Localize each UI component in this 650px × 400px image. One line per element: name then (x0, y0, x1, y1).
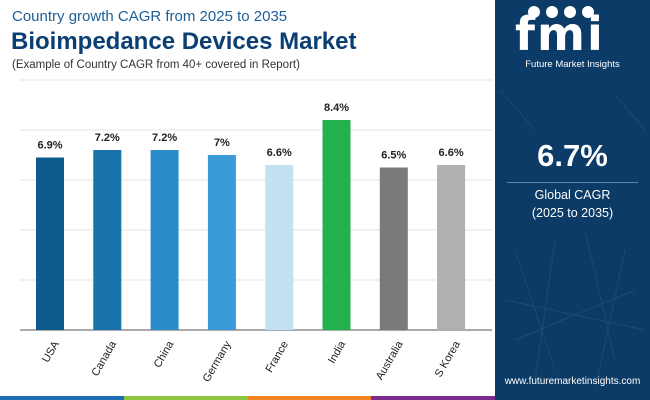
chart-subtitle: Country growth CAGR from 2025 to 2035 (12, 8, 288, 25)
chart-note: (Example of Country CAGR from 40+ covere… (12, 59, 300, 71)
x-tick-label: France (264, 339, 292, 375)
x-tick-label: S Korea (433, 338, 464, 379)
x-tick-label: India (326, 338, 349, 365)
footer-segment (0, 396, 124, 400)
bar-france (265, 165, 294, 330)
global-cagr-label: Global CAGR (534, 188, 611, 202)
footer-segment (371, 396, 495, 400)
x-tick-label: USA (40, 339, 62, 365)
decorative-lines (499, 89, 646, 391)
footer-color-bar (0, 396, 495, 400)
logo-icons (528, 6, 628, 20)
logo-dot-icon (546, 6, 558, 18)
bar-s-korea (437, 165, 466, 330)
data-label: 6.6% (267, 147, 292, 159)
logo-wordmark: fmi (515, 7, 605, 61)
website-link[interactable]: www.futuremarketinsights.com (504, 376, 641, 387)
global-cagr-period: (2025 to 2035) (531, 206, 614, 220)
logo-dot-icon (582, 6, 594, 18)
chart-title: Bioimpedance Devices Market (11, 28, 357, 55)
bar-canada (93, 150, 122, 330)
bar-china (150, 150, 179, 330)
logo-subtitle: Future Market Insights (525, 59, 620, 70)
summary-panel: fmi Future Market Insights 6.7% Global C… (495, 0, 650, 400)
x-tick-label: China (152, 338, 177, 370)
x-tick-label: Canada (89, 338, 119, 378)
data-label: 8.4% (324, 102, 349, 114)
footer-segment (247, 396, 372, 400)
bar-india (322, 120, 351, 330)
data-label: 6.6% (439, 147, 464, 159)
chart-header: Country growth CAGR from 2025 to 2035 Bi… (0, 0, 495, 80)
fmi-logo: fmi Future Market Insights (495, 0, 650, 80)
bar-australia (379, 167, 408, 330)
bar-usa (36, 157, 64, 330)
logo-dot-icon (564, 6, 576, 18)
data-label: 7.2% (152, 132, 177, 144)
data-label: 7% (214, 137, 230, 149)
bar-germany (207, 155, 236, 330)
global-cagr-value: 6.7% (537, 138, 608, 173)
bar-chart: 6.9% USA 7.2% Canada 7.2% China 7% Germany 6.6% F… (20, 79, 492, 385)
data-label: 6.5% (381, 150, 406, 162)
data-label: 7.2% (95, 132, 120, 144)
x-tick-label: Germany (201, 339, 234, 385)
logo-dot-icon (528, 6, 540, 18)
x-tick-label: Australia (374, 338, 406, 382)
kpi-divider (507, 182, 638, 183)
footer-segment (123, 396, 248, 400)
bar-chart-svg: 6.9% USA 7.2% Canada 7.2% China 7% Germany 6.6% F… (20, 79, 492, 385)
data-label: 6.9% (37, 140, 62, 152)
